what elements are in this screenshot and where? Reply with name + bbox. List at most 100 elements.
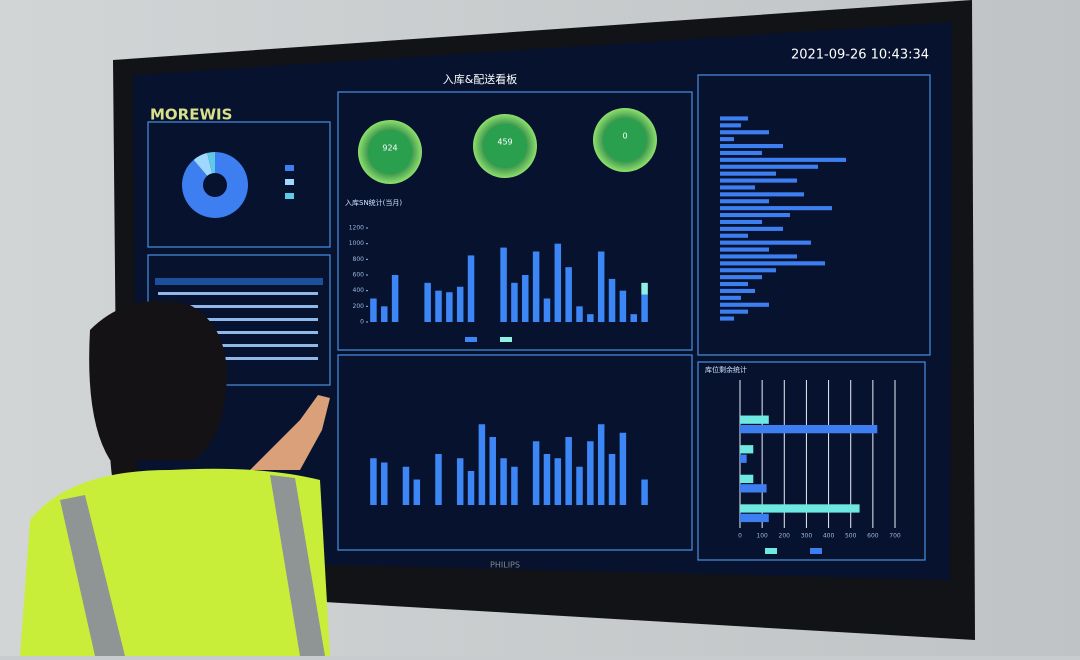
bar [740,513,769,523]
chart-title: 入库SN统计(当月) [345,198,402,207]
bar [720,254,797,259]
bar [413,479,421,505]
bar [456,458,464,505]
table-row [158,292,318,295]
gauge-value: 459 [497,138,512,147]
bar [489,437,496,505]
bar [608,454,616,505]
bar [597,251,605,322]
bar [446,292,453,322]
bar [370,458,377,505]
bar [543,298,551,322]
bar [720,171,776,176]
bar [720,302,769,307]
bar [381,462,388,505]
bar [619,290,627,322]
bar [720,192,804,197]
bar [532,251,540,322]
y-tick-label: 200 [353,303,365,310]
bar [597,424,605,505]
datetime: 2021-09-26 10:43:34 [791,48,929,63]
table-row [158,318,318,321]
bar [720,219,762,225]
bar [576,306,583,322]
x-tick-label: 100 [756,533,768,540]
legend-swatch [810,548,822,554]
bar [720,275,762,280]
bar [522,275,529,322]
bar [500,247,507,322]
dashboard-content: 924 459 0 0 200 400 600 800 1000 1200 0 100 200 300 40… [182,108,901,554]
table-row [158,344,318,347]
legend-swatch [285,193,294,199]
bar [720,199,769,204]
bar [587,314,594,322]
bar [641,479,648,505]
bar [587,441,594,505]
table-row [158,305,318,308]
bar [740,445,754,454]
bar [720,137,734,142]
bar [720,226,783,231]
bar [720,157,846,162]
gauge-core [368,130,412,174]
bar [565,267,572,322]
y-tick-label: 600 [353,272,365,279]
bar [720,185,755,190]
bar [511,466,518,505]
bar [500,458,507,505]
bar [720,123,741,128]
bar [511,282,518,322]
x-tick-label: 700 [889,533,901,540]
legend-swatch [285,179,294,185]
bar [608,278,616,322]
bar [720,281,748,287]
person [20,300,330,656]
y-tick-label: 400 [353,287,365,294]
bar [720,178,797,183]
table-header [155,278,323,285]
x-tick-label: 600 [867,533,879,540]
x-tick-label: 200 [779,533,791,540]
bar [720,288,755,294]
legend-swatch [465,337,477,342]
y-tick-label: 800 [353,256,365,263]
dashboard-title: 入库&配送看板 [443,72,518,86]
bar [720,309,748,314]
bar [391,275,399,322]
bar [740,415,769,424]
y-tick-label: 0 [360,319,364,326]
bar [435,290,442,322]
table-rows [155,278,323,360]
bar [641,282,648,295]
bar [532,441,540,505]
bar [720,116,748,121]
x-tick-label: 300 [801,533,813,540]
pie-hole [203,173,227,197]
table-row [158,331,318,334]
legend-swatch [285,165,294,171]
bar [456,286,464,322]
bar [720,212,790,218]
bar [576,466,583,505]
panel [337,354,693,551]
bar [435,454,442,505]
y-tick-label: 1000 [349,240,364,247]
bar [565,437,572,505]
bar [554,458,562,505]
bar [720,247,769,252]
bar [720,295,741,300]
bar [740,474,754,484]
bar [720,233,748,238]
logo: MOREWIS [150,106,232,124]
bar [630,314,637,322]
bar [740,424,878,434]
bar [619,432,627,505]
bar [543,454,551,505]
bar [720,164,818,169]
bar [370,298,377,322]
bar [381,306,388,322]
bar [720,143,783,149]
legend-swatch [765,548,777,554]
